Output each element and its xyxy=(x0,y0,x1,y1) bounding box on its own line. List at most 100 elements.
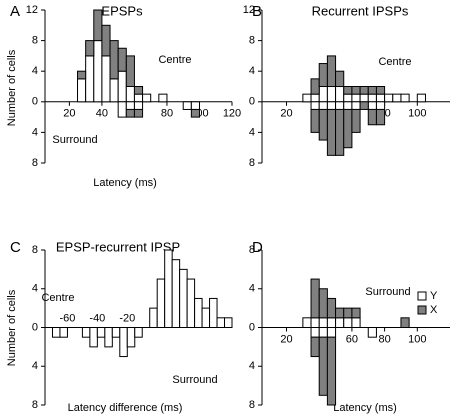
bar-surround xyxy=(125,101,135,110)
bar-centre xyxy=(318,317,328,328)
x-tick-label: 20 xyxy=(280,108,292,120)
bar xyxy=(59,327,68,338)
x-tick-label: 20 xyxy=(280,333,292,345)
y-tick-label: 8 xyxy=(249,35,255,47)
x-axis-label: Latency (ms) xyxy=(333,402,397,414)
bar-centre xyxy=(101,55,111,103)
bar xyxy=(201,307,211,328)
surround-label: Surround xyxy=(172,374,217,386)
y-tick-label: 4 xyxy=(32,126,38,138)
bar-centre xyxy=(117,70,127,103)
y-tick-label: 4 xyxy=(249,65,255,77)
bar xyxy=(111,327,121,338)
x-tick-label: -20 xyxy=(119,312,135,324)
x-axis-label: Latency (ms) xyxy=(93,177,157,189)
surround-label: Surround xyxy=(365,286,410,298)
legend-swatch xyxy=(417,305,427,315)
y-tick-label: 4 xyxy=(249,126,255,138)
bar-centre xyxy=(400,317,410,328)
panel-title: EPSPs xyxy=(101,3,143,18)
x-axis-label: Latency difference (ms) xyxy=(68,402,183,414)
y-tick-label: 4 xyxy=(249,360,255,372)
bar xyxy=(194,297,203,328)
bar xyxy=(171,259,181,328)
bar-centre xyxy=(318,288,328,319)
bar-centre xyxy=(351,93,361,103)
bar-centre xyxy=(351,317,361,328)
y-axis-label: Number of cells xyxy=(6,49,18,126)
y-tick-label: 8 xyxy=(32,399,38,411)
bar-centre xyxy=(335,70,345,87)
x-tick-label: 80 xyxy=(378,333,390,345)
surround-label: Surround xyxy=(52,134,97,146)
bar-surround xyxy=(133,101,144,110)
bar xyxy=(51,327,61,338)
bar xyxy=(156,278,166,328)
bar-surround xyxy=(133,108,144,118)
x-tick-label: -40 xyxy=(89,312,105,324)
bar-surround xyxy=(326,336,337,406)
bar-surround xyxy=(359,101,369,110)
bar-centre xyxy=(302,317,312,328)
bar-centre xyxy=(400,93,410,103)
bar xyxy=(209,297,218,328)
y-axis-label: Number of cells xyxy=(6,289,18,366)
bar-centre xyxy=(359,93,369,103)
bar-centre xyxy=(93,40,103,103)
bar xyxy=(81,327,91,338)
bar-surround xyxy=(310,108,320,133)
y-tick-label: 4 xyxy=(32,283,38,295)
bar-surround xyxy=(310,101,320,110)
bar-surround xyxy=(318,101,328,110)
bar-centre xyxy=(125,55,135,88)
bar-surround xyxy=(326,101,337,110)
y-tick-label: 0 xyxy=(32,321,38,333)
bar-centre xyxy=(384,93,394,103)
y-tick-label: 0 xyxy=(249,321,255,333)
bar xyxy=(164,249,173,328)
bar-surround xyxy=(343,108,353,149)
bar-centre xyxy=(367,93,377,103)
bar-centre xyxy=(133,93,144,103)
bar-centre xyxy=(302,93,312,103)
bar-surround xyxy=(343,101,353,110)
legend-swatch xyxy=(417,291,427,301)
bar-surround xyxy=(125,108,135,118)
y-tick-label: 12 xyxy=(26,4,38,16)
x-tick-label: 100 xyxy=(408,333,426,345)
bar-surround xyxy=(367,327,377,338)
bar-surround xyxy=(351,101,361,110)
bar-centre xyxy=(335,307,345,319)
bar xyxy=(224,317,233,328)
x-tick-label: 20 xyxy=(63,108,75,120)
bar-surround xyxy=(335,108,345,156)
centre-label: Centre xyxy=(378,56,411,68)
bar-centre xyxy=(318,63,328,87)
bar xyxy=(96,327,106,338)
bar-centre xyxy=(310,317,320,328)
bar-centre xyxy=(326,297,337,319)
bar-centre xyxy=(158,93,168,103)
bar-surround xyxy=(367,108,377,126)
bar-surround xyxy=(117,101,127,118)
centre-label: Centre xyxy=(158,54,191,66)
bar-centre xyxy=(343,307,353,319)
centre-label: Centre xyxy=(41,292,74,304)
x-tick-label: 120 xyxy=(223,108,241,120)
bar xyxy=(179,268,188,328)
y-tick-label: 8 xyxy=(32,157,38,169)
y-tick-label: 0 xyxy=(249,96,255,108)
bar-centre xyxy=(367,86,377,95)
bar-centre xyxy=(416,93,426,103)
panel-letter: A xyxy=(10,3,20,20)
bar-surround xyxy=(310,327,320,338)
y-tick-label: 8 xyxy=(32,35,38,47)
bar-centre xyxy=(85,55,95,103)
bar-centre xyxy=(335,86,345,103)
bar-centre xyxy=(326,317,337,328)
y-tick-label: 8 xyxy=(249,157,255,169)
bar-surround xyxy=(335,101,345,110)
x-tick-label: 40 xyxy=(96,108,108,120)
panel-title: EPSP-recurrent IPSP xyxy=(56,239,180,254)
